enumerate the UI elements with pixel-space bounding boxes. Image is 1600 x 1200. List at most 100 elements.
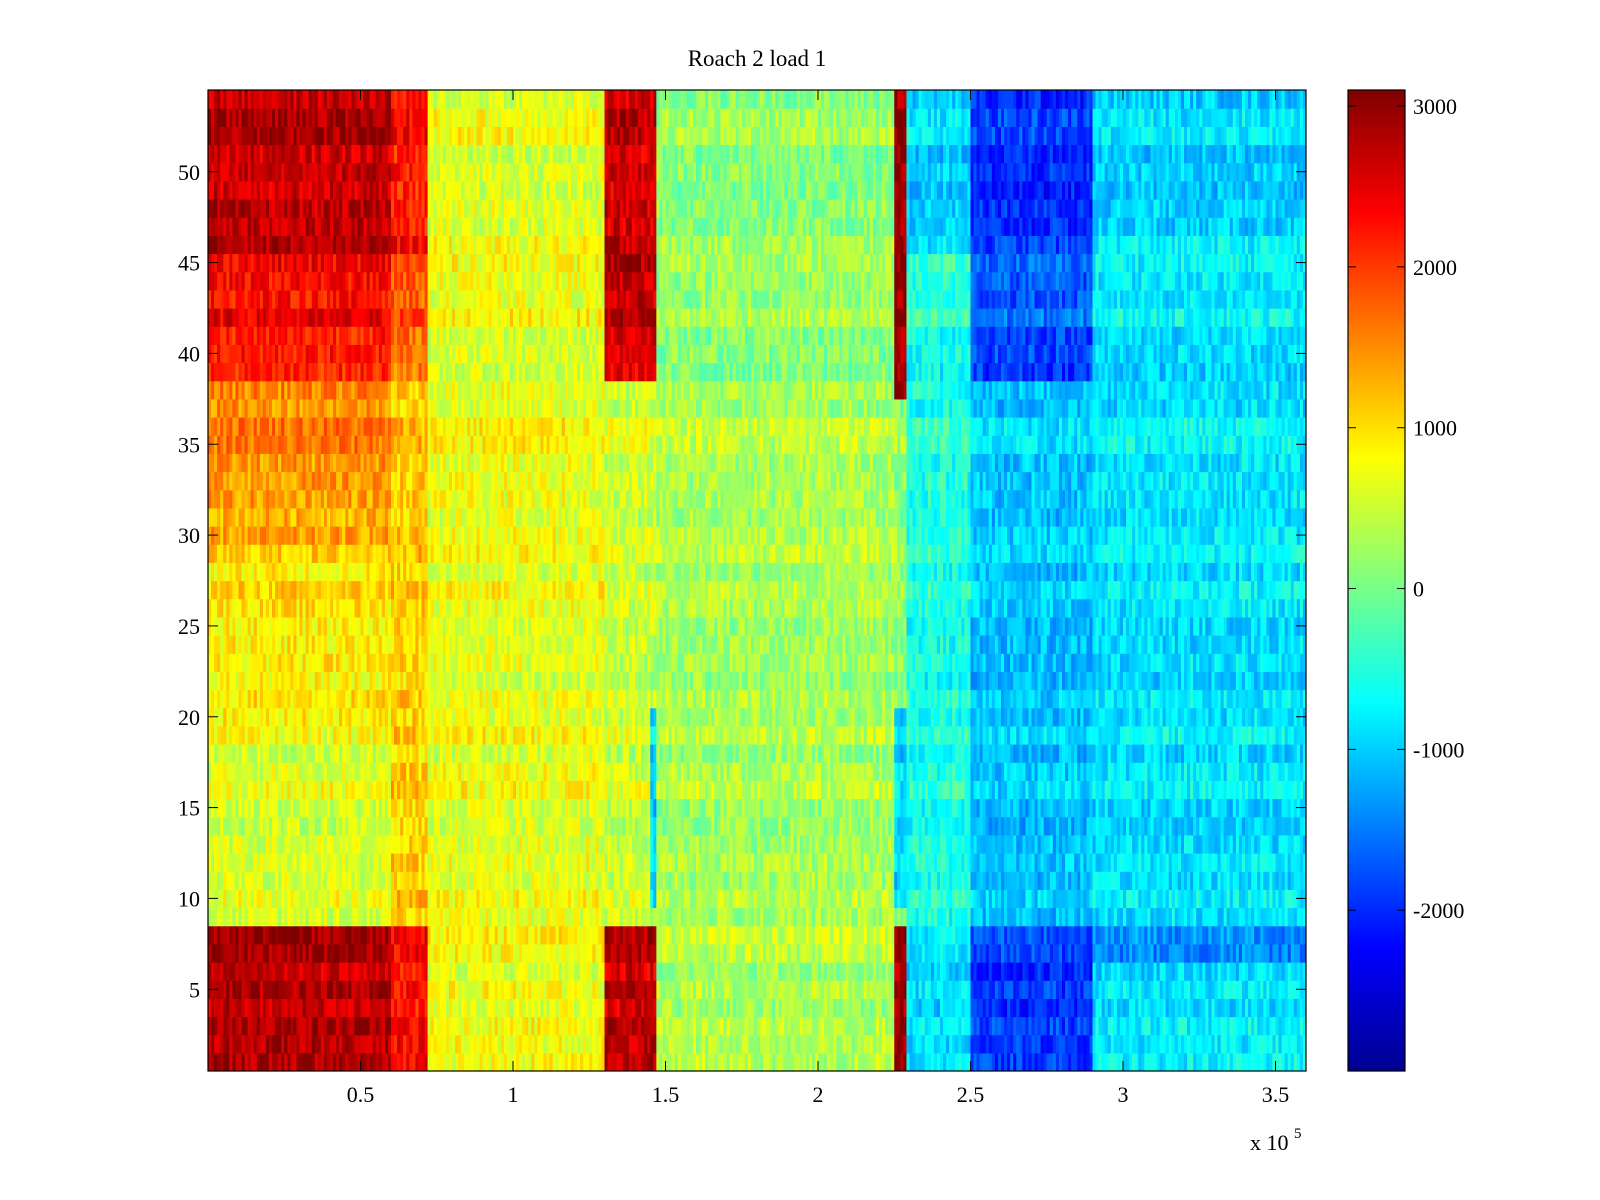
- heatmap-cell: [1119, 1016, 1124, 1036]
- heatmap-cell: [866, 998, 871, 1018]
- heatmap-cell: [897, 925, 901, 945]
- heatmap-cell: [757, 907, 761, 927]
- heatmap-cell: [1214, 1016, 1219, 1036]
- heatmap-cell: [866, 943, 871, 963]
- heatmap-cell: [1196, 980, 1200, 999]
- heatmap-cell: [583, 907, 587, 927]
- heatmap-cell: [531, 1052, 535, 1071]
- heatmap-cell: [973, 1052, 978, 1071]
- heatmap-cell: [1260, 980, 1264, 999]
- heatmap-cell: [1071, 980, 1075, 999]
- heatmap-cell: [567, 962, 572, 981]
- heatmap-cell: [217, 980, 221, 999]
- heatmap-cell: [525, 980, 529, 999]
- heatmap-cell: [397, 1016, 401, 1036]
- heatmap-cell: [891, 889, 895, 909]
- heatmap-cell: [330, 943, 334, 963]
- heatmap-cell: [433, 943, 438, 963]
- heatmap-cell: [445, 1016, 450, 1036]
- heatmap-cell: [1001, 1034, 1005, 1054]
- heatmap-cell: [424, 1034, 429, 1054]
- heatmap-cell: [662, 925, 667, 945]
- heatmap-cell: [720, 925, 725, 945]
- heatmap-cell: [656, 1034, 660, 1054]
- heatmap-cell: [1123, 1034, 1127, 1054]
- heatmap-cell: [381, 907, 386, 927]
- heatmap-cell: [421, 925, 426, 945]
- heatmap-cell: [278, 943, 282, 963]
- heatmap-cell: [1074, 1034, 1078, 1054]
- heatmap-cell: [613, 907, 618, 927]
- heatmap-cell: [384, 1034, 389, 1054]
- heatmap-cell: [467, 1016, 471, 1036]
- heatmap-cell: [482, 943, 487, 963]
- heatmap-cell: [689, 1016, 694, 1036]
- heatmap-cell: [1086, 962, 1091, 981]
- heatmap-cell: [619, 943, 624, 963]
- heatmap-cell: [885, 980, 889, 999]
- heatmap-cell: [360, 1034, 365, 1054]
- heatmap-cell: [1296, 1016, 1301, 1036]
- heatmap-cell: [750, 980, 755, 999]
- heatmap-cell: [561, 1016, 566, 1036]
- heatmap-cell: [253, 998, 258, 1018]
- heatmap-cell: [570, 907, 575, 927]
- heatmap-cell: [1232, 1034, 1237, 1054]
- heatmap-cell: [732, 1034, 737, 1054]
- heatmap-cell: [470, 925, 474, 945]
- heatmap-cell: [857, 889, 862, 909]
- heatmap-cell: [1241, 962, 1246, 981]
- heatmap-cell: [625, 1034, 630, 1054]
- heatmap-cell: [1116, 998, 1121, 1018]
- heatmap-cell: [747, 1034, 752, 1054]
- heatmap-cell: [1049, 907, 1054, 927]
- heatmap-cell: [1132, 1016, 1136, 1036]
- heatmap-cell: [662, 962, 667, 981]
- heatmap-cell: [1162, 998, 1167, 1018]
- heatmap-cell: [296, 1034, 301, 1054]
- heatmap-cell: [888, 889, 892, 909]
- heatmap-cell: [415, 907, 420, 927]
- heatmap-cell: [232, 889, 237, 909]
- heatmap-cell: [482, 1016, 487, 1036]
- heatmap-cell: [1055, 1052, 1060, 1071]
- heatmap-cell: [842, 907, 847, 927]
- heatmap-cell: [1062, 907, 1066, 927]
- heatmap-cell: [1034, 998, 1039, 1018]
- heatmap-cell: [833, 889, 837, 909]
- heatmap-cell: [915, 889, 920, 909]
- heatmap-cell: [314, 889, 319, 909]
- heatmap-cell: [1043, 907, 1048, 927]
- heatmap-cell: [552, 1052, 557, 1071]
- heatmap-cell: [558, 943, 563, 963]
- heatmap-cell: [1187, 962, 1191, 981]
- heatmap-cell: [702, 962, 706, 981]
- heatmap-cell: [241, 889, 246, 909]
- heatmap-cell: [708, 980, 712, 999]
- heatmap-cell: [753, 1016, 758, 1036]
- heatmap-cell: [683, 962, 688, 981]
- heatmap-cell: [445, 998, 450, 1018]
- heatmap-cell: [692, 1016, 697, 1036]
- heatmap-cell: [400, 943, 404, 963]
- heatmap-cell: [906, 1034, 911, 1054]
- heatmap-cell: [369, 1034, 374, 1054]
- heatmap-cell: [1071, 1034, 1075, 1054]
- heatmap-cell: [641, 907, 645, 927]
- heatmap-cell: [775, 1034, 779, 1054]
- heatmap-cell: [946, 1052, 950, 1071]
- heatmap-cell: [1226, 1052, 1231, 1071]
- heatmap-cell: [488, 1034, 493, 1054]
- heatmap-cell: [1162, 907, 1167, 927]
- heatmap-cell: [415, 980, 420, 999]
- heatmap-cell: [369, 925, 374, 945]
- heatmap-cell: [1058, 980, 1063, 999]
- heatmap-cell: [760, 1052, 764, 1071]
- heatmap-cell: [860, 962, 865, 981]
- heatmap-cell: [720, 962, 725, 981]
- heatmap-cell: [208, 925, 212, 945]
- heatmap-cell: [1141, 1052, 1145, 1071]
- heatmap-cell: [400, 907, 404, 927]
- heatmap-cell: [262, 943, 267, 963]
- heatmap-cell: [214, 1016, 218, 1036]
